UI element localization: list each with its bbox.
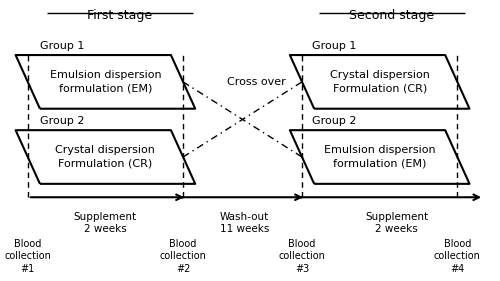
Text: Second stage: Second stage — [350, 10, 434, 22]
Text: Blood
collection
#3: Blood collection #3 — [278, 239, 326, 274]
Text: Supplement
2 weeks: Supplement 2 weeks — [74, 212, 137, 234]
Text: Cross over: Cross over — [226, 77, 286, 87]
Text: Group 2: Group 2 — [312, 116, 356, 126]
Text: Blood
collection
#1: Blood collection #1 — [4, 239, 51, 274]
Text: Crystal dispersion
Formulation (CR): Crystal dispersion Formulation (CR) — [56, 145, 156, 169]
Text: Emulsion dispersion
formulation (EM): Emulsion dispersion formulation (EM) — [324, 145, 436, 169]
Text: Group 1: Group 1 — [40, 41, 84, 51]
Text: Crystal dispersion
Formulation (CR): Crystal dispersion Formulation (CR) — [330, 70, 430, 94]
Text: Blood
collection
#2: Blood collection #2 — [160, 239, 206, 274]
Text: Emulsion dispersion
formulation (EM): Emulsion dispersion formulation (EM) — [50, 70, 161, 94]
Text: Blood
collection
#4: Blood collection #4 — [434, 239, 481, 274]
Text: Group 1: Group 1 — [312, 41, 356, 51]
Text: Supplement
2 weeks: Supplement 2 weeks — [365, 212, 428, 234]
Text: Wash-out
11 weeks: Wash-out 11 weeks — [220, 212, 270, 234]
Text: First stage: First stage — [88, 10, 152, 22]
Text: Group 2: Group 2 — [40, 116, 84, 126]
